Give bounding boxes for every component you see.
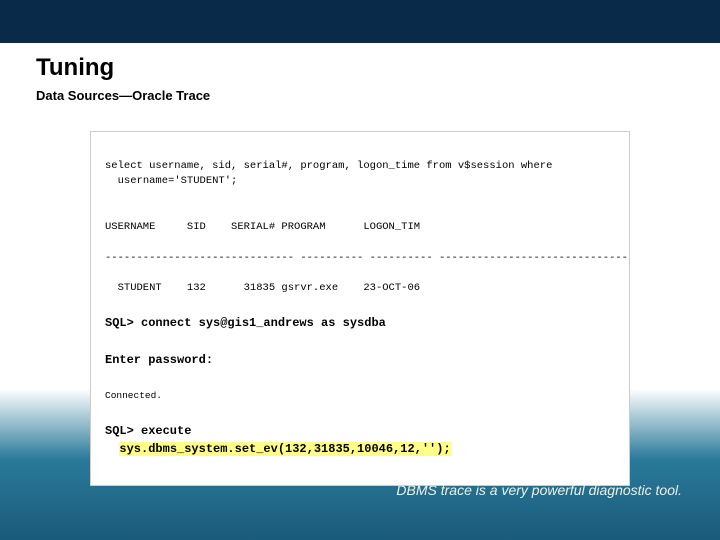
slide-subtitle: Data Sources—Oracle Trace: [36, 88, 684, 103]
slide-title: Tuning: [36, 54, 684, 82]
code-block: select username, sid, serial#, program, …: [90, 131, 630, 486]
code-connected: Connected.: [105, 389, 615, 403]
code-query: select username, sid, serial#, program, …: [105, 159, 615, 189]
code-execute-block: SQL> execute sys.dbms_system.set_ev(132,…: [105, 422, 615, 458]
code-row: STUDENT 132 31835 gsrvr.exe 23-OCT-06: [105, 281, 615, 296]
code-exec-line1: SQL> execute: [105, 424, 191, 438]
slide-header: Tuning Data Sources—Oracle Trace: [0, 0, 720, 113]
code-exec-prefix: [105, 442, 119, 456]
code-columns: USERNAME SID SERIAL# PROGRAM LOGON_TIM: [105, 220, 615, 235]
code-enter-password: Enter password:: [105, 352, 615, 369]
code-connect: SQL> connect sys@gis1_andrews as sysdba: [105, 315, 615, 332]
footer-caption: DBMS trace is a very powerful diagnostic…: [396, 482, 682, 498]
code-exec-highlight: sys.dbms_system.set_ev(132,31835,10046,1…: [119, 442, 450, 456]
code-separator: ------------------------------ ---------…: [105, 251, 615, 266]
